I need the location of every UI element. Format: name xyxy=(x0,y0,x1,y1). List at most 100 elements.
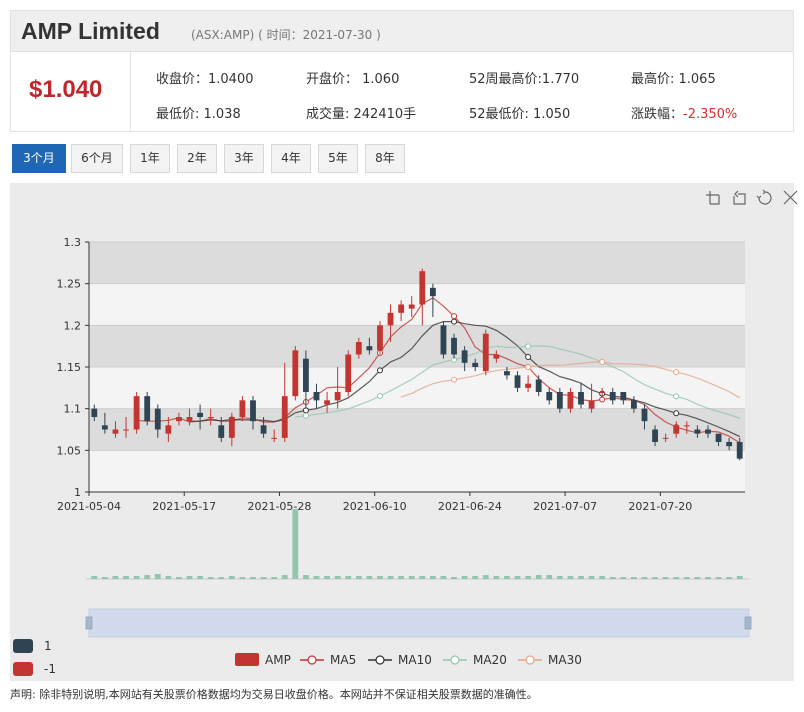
ma10-marker xyxy=(451,318,458,325)
y-tick-label: 1.3 xyxy=(64,236,82,249)
candle-body xyxy=(260,425,267,434)
ma30-line xyxy=(400,361,741,399)
candle-body xyxy=(535,379,542,392)
candle xyxy=(345,350,352,397)
candle xyxy=(250,396,256,430)
candle-body xyxy=(165,425,172,434)
y-tick-label: 1 xyxy=(74,486,81,499)
legend-label: MA5 xyxy=(330,653,356,667)
volume-bar xyxy=(736,576,743,579)
ma5-marker xyxy=(451,313,458,320)
tab-8-years[interactable]: 8年 xyxy=(365,144,405,173)
grid-band xyxy=(89,325,745,367)
volume-bar xyxy=(673,577,680,579)
candle-body xyxy=(599,392,606,393)
ma5-marker xyxy=(599,396,606,403)
data-zoom-slider[interactable] xyxy=(85,608,752,638)
legend-item[interactable]: MA5 xyxy=(300,653,356,667)
grid-band xyxy=(89,450,745,492)
candle xyxy=(292,346,299,401)
y-tick-label: 1.05 xyxy=(57,444,82,457)
legend-label: MA10 xyxy=(398,653,432,667)
candle xyxy=(440,321,447,359)
candle xyxy=(609,387,616,405)
legend-item[interactable]: MA30 xyxy=(518,653,582,667)
ma20-marker xyxy=(376,392,383,399)
grid-band xyxy=(89,242,745,284)
candle xyxy=(419,268,426,326)
candle-body xyxy=(461,350,468,363)
candle xyxy=(504,367,510,380)
save-image-icon[interactable] xyxy=(783,190,798,205)
volume-bar xyxy=(324,576,330,579)
ma20-marker xyxy=(673,393,680,400)
candle xyxy=(165,417,172,442)
legend-item[interactable]: MA20 xyxy=(443,653,507,667)
volume-bar xyxy=(355,576,362,579)
y-tick-label: 1.2 xyxy=(64,319,82,332)
volume-bar xyxy=(302,575,309,579)
candle-body xyxy=(588,400,595,409)
candle-body xyxy=(705,429,711,434)
candle xyxy=(377,321,383,355)
company-name: AMP Limited xyxy=(21,18,160,44)
moving-average-lines xyxy=(136,297,741,444)
volume-bar xyxy=(271,577,278,579)
candle-body xyxy=(324,400,330,405)
candle xyxy=(715,433,722,447)
tab-3-months[interactable]: 3个月 xyxy=(12,144,66,173)
tab-6-months[interactable]: 6个月 xyxy=(71,144,123,173)
volume-bar xyxy=(154,574,161,579)
candle-body xyxy=(377,325,383,351)
slider-right-handle[interactable] xyxy=(744,616,752,630)
volume-bar xyxy=(429,576,436,579)
ma20-marker xyxy=(302,412,309,419)
change-label: 涨跌幅： xyxy=(631,107,684,122)
candle-body xyxy=(419,271,426,305)
tab-1-year[interactable]: 1年 xyxy=(130,144,170,173)
y-tick-label: 1.1 xyxy=(64,403,82,416)
candle xyxy=(726,437,733,451)
candle xyxy=(482,329,489,376)
tab-3-years[interactable]: 3年 xyxy=(224,144,264,173)
tab-4-years[interactable]: 4年 xyxy=(271,144,311,173)
volume-bar xyxy=(472,576,479,579)
candle xyxy=(652,425,658,447)
candle xyxy=(101,412,108,434)
visual-map-up-swatch[interactable] xyxy=(13,639,33,653)
change-value: -2.350% xyxy=(683,107,738,122)
volume-bars xyxy=(86,509,749,580)
tab-2-years[interactable]: 2年 xyxy=(177,144,217,173)
candle xyxy=(228,412,235,447)
legend-label: MA30 xyxy=(548,653,582,667)
legend-swatch-marker xyxy=(525,655,535,665)
candle-body xyxy=(313,392,320,401)
candle xyxy=(588,383,595,413)
visual-map-up-label: 1 xyxy=(44,639,52,653)
candle-body xyxy=(440,325,447,355)
candle xyxy=(207,408,214,426)
slider-left-handle[interactable] xyxy=(85,616,93,630)
tab-5-years[interactable]: 5年 xyxy=(318,144,358,173)
legend-item[interactable]: AMP xyxy=(235,653,291,667)
legend-label: AMP xyxy=(265,653,291,667)
volume-bar xyxy=(609,577,616,579)
candle-body xyxy=(366,346,373,351)
restore-icon[interactable] xyxy=(756,189,772,205)
volume-bar xyxy=(197,576,204,579)
candle xyxy=(271,429,278,442)
candle-body xyxy=(620,392,627,401)
series-legend: AMP MA5 MA10 MA20 MA30 xyxy=(235,653,582,667)
quote-panel: $1.040 收盘价：1.0400 开盘价： 1.060 52周最高价:1.77… xyxy=(10,52,794,132)
volume-bar xyxy=(345,576,352,579)
candle xyxy=(641,404,648,430)
grid-band xyxy=(89,367,745,409)
zoom-reset-icon[interactable] xyxy=(733,190,746,205)
visual-map-down-swatch[interactable] xyxy=(13,662,33,676)
candle xyxy=(176,412,182,426)
volume-bar xyxy=(620,577,627,579)
candle-body xyxy=(525,383,532,388)
zoom-icon[interactable] xyxy=(706,191,720,205)
legend-item[interactable]: MA10 xyxy=(368,653,432,667)
x-axis: 2021-05-04 2021-05-17 2021-05-28 2021-06-10… xyxy=(57,491,745,513)
